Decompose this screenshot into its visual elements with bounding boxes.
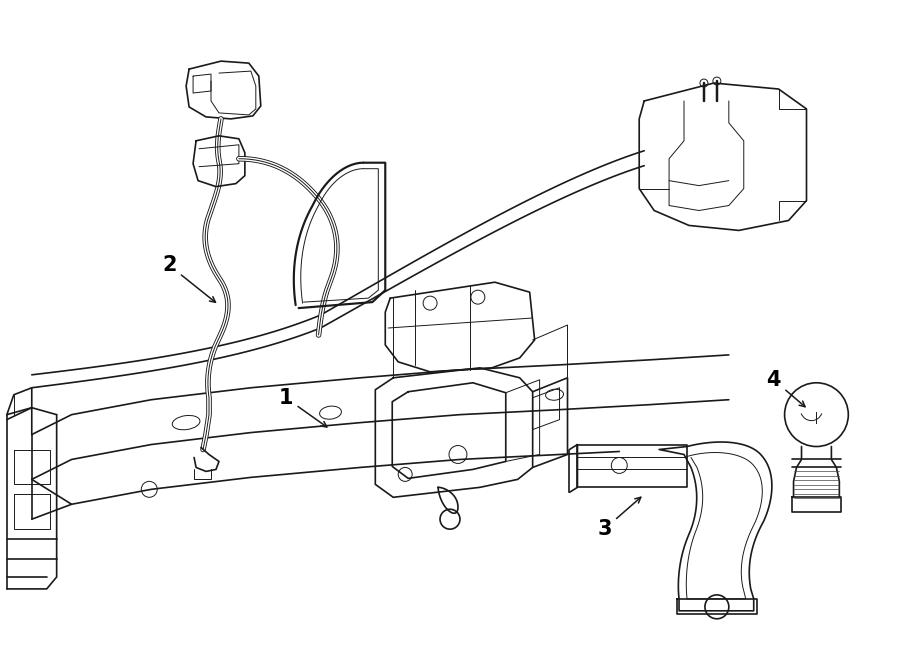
Text: 1: 1	[278, 388, 327, 427]
Text: 4: 4	[767, 370, 806, 406]
Text: 2: 2	[162, 256, 215, 303]
Text: 3: 3	[597, 497, 641, 539]
